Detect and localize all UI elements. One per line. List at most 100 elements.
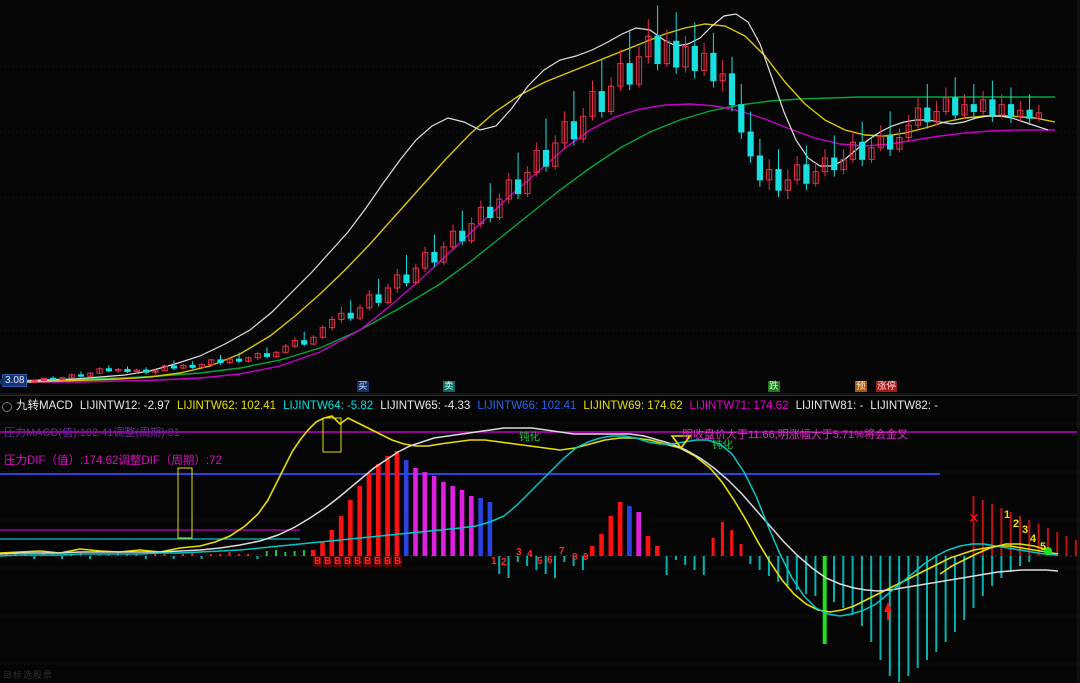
candle-body (412, 267, 419, 284)
candle-body (989, 99, 996, 116)
candle-body (254, 353, 261, 359)
macd-bar (963, 556, 966, 620)
macd-bar (135, 554, 138, 556)
candle-body (849, 141, 856, 160)
indicator-header-bar[interactable]: 九转MACD LIJINTW12: -2.97 LIJINTW62: 102.41… (0, 397, 1080, 415)
macd-bar (154, 552, 157, 556)
macd-bar (310, 550, 316, 556)
dif-line (0, 415, 1059, 613)
macd-bar (665, 556, 668, 575)
macd-bar (860, 556, 863, 626)
candle-body (784, 179, 791, 191)
red-count-2: 3 (516, 547, 522, 558)
macd-indicator-panel[interactable]: B B B B B B B B B 1 2 3 4 5 6 7 8 9 1 2 3 4 5 ✕ (0, 396, 1080, 683)
candle-body (477, 206, 484, 225)
macd-bar (1028, 556, 1031, 562)
candle-body (189, 364, 196, 368)
price-chart-panel[interactable]: 3.08 买 卖 跌 预涨停 (0, 0, 1080, 396)
slow-line (0, 435, 1059, 617)
macd-bar (786, 556, 789, 586)
candle-body (263, 353, 271, 357)
macd-bar (711, 538, 715, 556)
candle-body (775, 169, 782, 191)
candle-body (701, 52, 708, 71)
macd-bar (833, 556, 835, 602)
macd-bar (572, 556, 575, 566)
candle-body (68, 374, 75, 379)
macd-bar (1000, 508, 1003, 556)
candle-body (645, 35, 652, 58)
red-count-7: 8 (572, 552, 578, 563)
macd-bar (645, 536, 651, 556)
macd-bar (107, 554, 110, 556)
candle-body (970, 104, 977, 112)
macd-bar (237, 554, 240, 556)
candle-body (561, 121, 568, 144)
buy-label-4: B (353, 556, 363, 567)
candle-body (105, 368, 113, 372)
macd-bar (450, 486, 455, 556)
macd-bar (879, 556, 882, 660)
candle-body (170, 365, 178, 369)
candle-body (728, 73, 736, 106)
annotation-macd-pressure: 压力MACD(值):102.41调整(周期):81 (4, 427, 181, 439)
candle-body (887, 134, 894, 150)
buy-label-6: B (373, 556, 383, 567)
macd-bar (403, 460, 409, 556)
price-chart-svg (0, 5, 1080, 395)
candle-body (31, 379, 38, 383)
circle-icon (2, 402, 12, 412)
macd-bar (1074, 540, 1077, 556)
right-yellow-curve (939, 543, 1049, 575)
candle-body (403, 274, 410, 284)
candle-body (124, 368, 131, 372)
red-count-3: 4 (527, 549, 533, 560)
macd-bar (293, 551, 296, 556)
macd-bar (163, 554, 166, 556)
candle-body (877, 134, 884, 149)
macd-bar (1019, 556, 1021, 566)
candle-body (719, 73, 726, 82)
candle-body (487, 206, 494, 219)
candle-body (831, 157, 838, 171)
annotation-golden-cross: 明收盘价大于11.66,明涨幅大于5.71%将会金叉 (682, 429, 908, 441)
right-scrollbar-edge[interactable] (1077, 0, 1080, 683)
macd-bar (981, 500, 984, 556)
macd-bar (209, 554, 212, 556)
macd-bar (1009, 512, 1012, 556)
candle-body (87, 372, 94, 377)
macd-bar (357, 486, 362, 556)
indicator-field-7: LIJINTW81: - (795, 400, 864, 412)
macd-bar (219, 554, 222, 556)
macd-bar (851, 556, 854, 614)
candle-body (580, 115, 587, 140)
macd-bar (991, 556, 994, 586)
macd-bar (627, 506, 632, 556)
red-count-1: 2 (501, 557, 507, 568)
macd-bar (376, 464, 381, 556)
macd-bar (284, 552, 287, 556)
dea-line (0, 427, 1059, 592)
candle-body (682, 45, 689, 68)
macd-bar (98, 554, 101, 556)
candle-body (468, 223, 475, 242)
candle-body (608, 85, 615, 112)
red-count-8: 9 (583, 552, 589, 563)
green-dot-marker (1044, 547, 1052, 555)
candle-body (515, 179, 522, 195)
macd-bar (1000, 556, 1003, 578)
candle-body (77, 374, 85, 377)
candle-body (663, 40, 670, 65)
candle-body (245, 357, 252, 362)
candle-body (152, 370, 159, 373)
ma-green-line (0, 96, 1055, 382)
macd-bar (814, 556, 817, 596)
candle-body (431, 251, 438, 263)
candle-body (626, 63, 633, 85)
macd-bar (394, 451, 400, 556)
candle-body (310, 336, 317, 345)
macd-bar (842, 556, 845, 608)
macd-bar (777, 556, 780, 582)
macd-bar (822, 556, 827, 644)
macd-bar (1046, 528, 1049, 556)
